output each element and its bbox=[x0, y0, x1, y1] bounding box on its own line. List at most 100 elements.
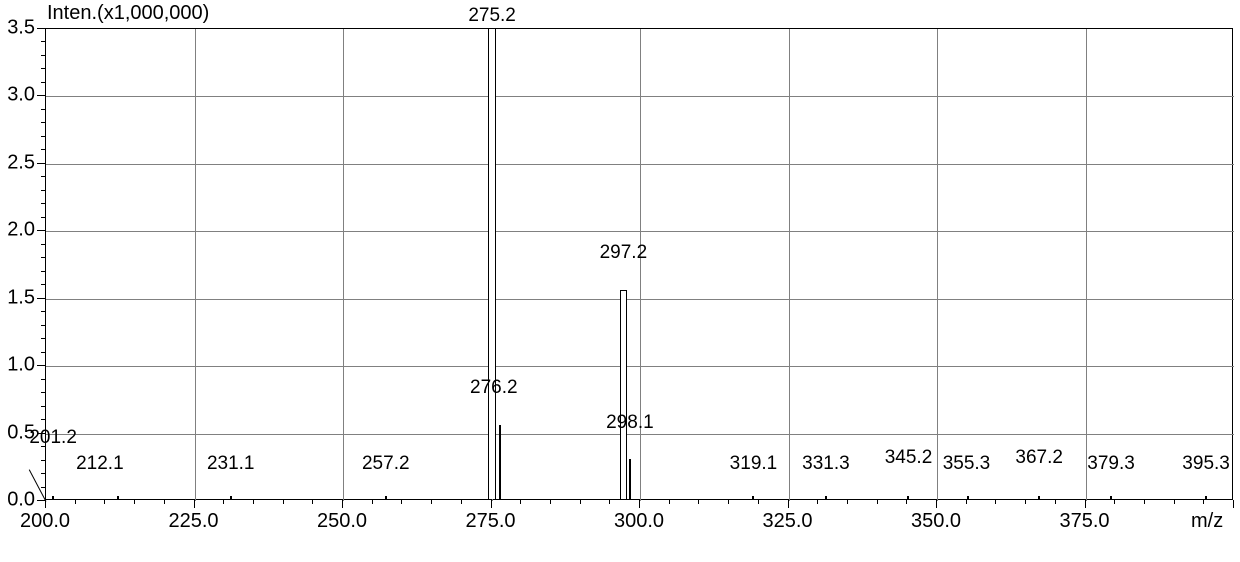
x-tick bbox=[639, 500, 640, 508]
y-tick-label: 1.0 bbox=[7, 354, 35, 377]
y-tick-label: 0.5 bbox=[7, 421, 35, 444]
peak-label: 276.2 bbox=[470, 377, 518, 399]
y-tick bbox=[37, 95, 45, 96]
x-minor-tick bbox=[1144, 500, 1145, 504]
y-minor-tick bbox=[41, 473, 45, 474]
x-minor-tick bbox=[906, 500, 907, 504]
peak-label: 355.3 bbox=[943, 453, 991, 475]
x-tick-label: 350.0 bbox=[911, 510, 961, 533]
x-minor-tick bbox=[1174, 500, 1175, 504]
x-minor-tick bbox=[758, 500, 759, 504]
spectrum-peak bbox=[620, 290, 627, 499]
peak-label: 319.1 bbox=[730, 453, 778, 475]
peak-label: 201.2 bbox=[29, 427, 77, 449]
x-tick bbox=[45, 500, 46, 508]
x-tick-label: 375.0 bbox=[1059, 510, 1109, 533]
gridline-horizontal bbox=[46, 366, 1234, 367]
x-tick bbox=[788, 500, 789, 508]
spectrum-peak bbox=[907, 496, 909, 499]
x-minor-tick bbox=[372, 500, 373, 504]
y-minor-tick bbox=[41, 352, 45, 353]
gridline-horizontal bbox=[46, 299, 1234, 300]
y-tick-label: 2.0 bbox=[7, 219, 35, 242]
y-minor-tick bbox=[41, 325, 45, 326]
y-tick bbox=[37, 433, 45, 434]
y-axis-title: Inten.(x1,000,000) bbox=[47, 2, 209, 25]
x-tick bbox=[1085, 500, 1086, 508]
y-minor-tick bbox=[41, 217, 45, 218]
gridline-vertical bbox=[937, 29, 938, 501]
y-minor-tick bbox=[41, 487, 45, 488]
x-minor-tick bbox=[461, 500, 462, 504]
x-tick bbox=[491, 500, 492, 508]
x-minor-tick bbox=[698, 500, 699, 504]
y-tick-label: 0.0 bbox=[7, 489, 35, 512]
y-minor-tick bbox=[41, 190, 45, 191]
y-tick bbox=[37, 365, 45, 366]
spectrum-peak bbox=[230, 496, 232, 499]
x-minor-tick bbox=[817, 500, 818, 504]
x-tick-label: 250.0 bbox=[317, 510, 367, 533]
x-minor-tick bbox=[312, 500, 313, 504]
y-minor-tick bbox=[41, 82, 45, 83]
x-minor-tick bbox=[609, 500, 610, 504]
y-minor-tick bbox=[41, 109, 45, 110]
y-minor-tick bbox=[41, 311, 45, 312]
spectrum-peak bbox=[1205, 496, 1207, 499]
spectrum-peak bbox=[499, 425, 501, 499]
spectrum-peak bbox=[752, 496, 754, 499]
y-minor-tick bbox=[41, 122, 45, 123]
y-minor-tick bbox=[41, 257, 45, 258]
y-minor-tick bbox=[41, 55, 45, 56]
x-minor-tick bbox=[995, 500, 996, 504]
x-tick-label: 200.0 bbox=[20, 510, 70, 533]
peak-label: 345.2 bbox=[885, 447, 933, 469]
y-tick bbox=[37, 298, 45, 299]
y-minor-tick bbox=[41, 460, 45, 461]
y-minor-tick bbox=[41, 392, 45, 393]
spectrum-peak bbox=[967, 496, 969, 499]
y-minor-tick bbox=[41, 68, 45, 69]
peak-label: 297.2 bbox=[600, 242, 648, 264]
y-tick-label: 3.5 bbox=[7, 17, 35, 40]
x-tick bbox=[936, 500, 937, 508]
peak-label: 257.2 bbox=[362, 453, 410, 475]
gridline-horizontal bbox=[46, 231, 1234, 232]
y-minor-tick bbox=[41, 406, 45, 407]
x-minor-tick bbox=[104, 500, 105, 504]
gridline-horizontal bbox=[46, 164, 1234, 165]
gridline-vertical bbox=[1086, 29, 1087, 501]
gridline-vertical bbox=[789, 29, 790, 501]
spectrum-peak bbox=[117, 496, 119, 499]
spectrum-peak bbox=[629, 459, 631, 499]
x-tick-label: 275.0 bbox=[465, 510, 515, 533]
x-minor-tick bbox=[669, 500, 670, 504]
peak-label: 212.1 bbox=[76, 453, 124, 475]
peak-label: 298.1 bbox=[606, 412, 654, 434]
x-minor-tick bbox=[966, 500, 967, 504]
x-tick bbox=[342, 500, 343, 508]
y-minor-tick bbox=[41, 176, 45, 177]
y-minor-tick bbox=[41, 271, 45, 272]
y-minor-tick bbox=[41, 446, 45, 447]
y-tick bbox=[37, 500, 45, 501]
spectrum-peak bbox=[52, 496, 54, 499]
y-minor-tick bbox=[41, 149, 45, 150]
x-minor-tick bbox=[580, 500, 581, 504]
chart-container: 201.2212.1231.1257.2275.2276.2297.2298.1… bbox=[0, 0, 1240, 562]
x-minor-tick bbox=[847, 500, 848, 504]
plot-area: 201.2212.1231.1257.2275.2276.2297.2298.1… bbox=[45, 28, 1233, 500]
gridline-vertical bbox=[343, 29, 344, 501]
y-minor-tick bbox=[41, 284, 45, 285]
y-minor-tick bbox=[41, 203, 45, 204]
peak-label: 379.3 bbox=[1087, 453, 1135, 475]
y-tick bbox=[37, 163, 45, 164]
spectrum-peak bbox=[385, 496, 387, 499]
x-minor-tick bbox=[520, 500, 521, 504]
x-axis-title: m/z bbox=[1191, 510, 1223, 533]
y-tick bbox=[37, 28, 45, 29]
x-minor-tick bbox=[283, 500, 284, 504]
y-minor-tick bbox=[41, 419, 45, 420]
x-minor-tick bbox=[1025, 500, 1026, 504]
x-tick bbox=[194, 500, 195, 508]
